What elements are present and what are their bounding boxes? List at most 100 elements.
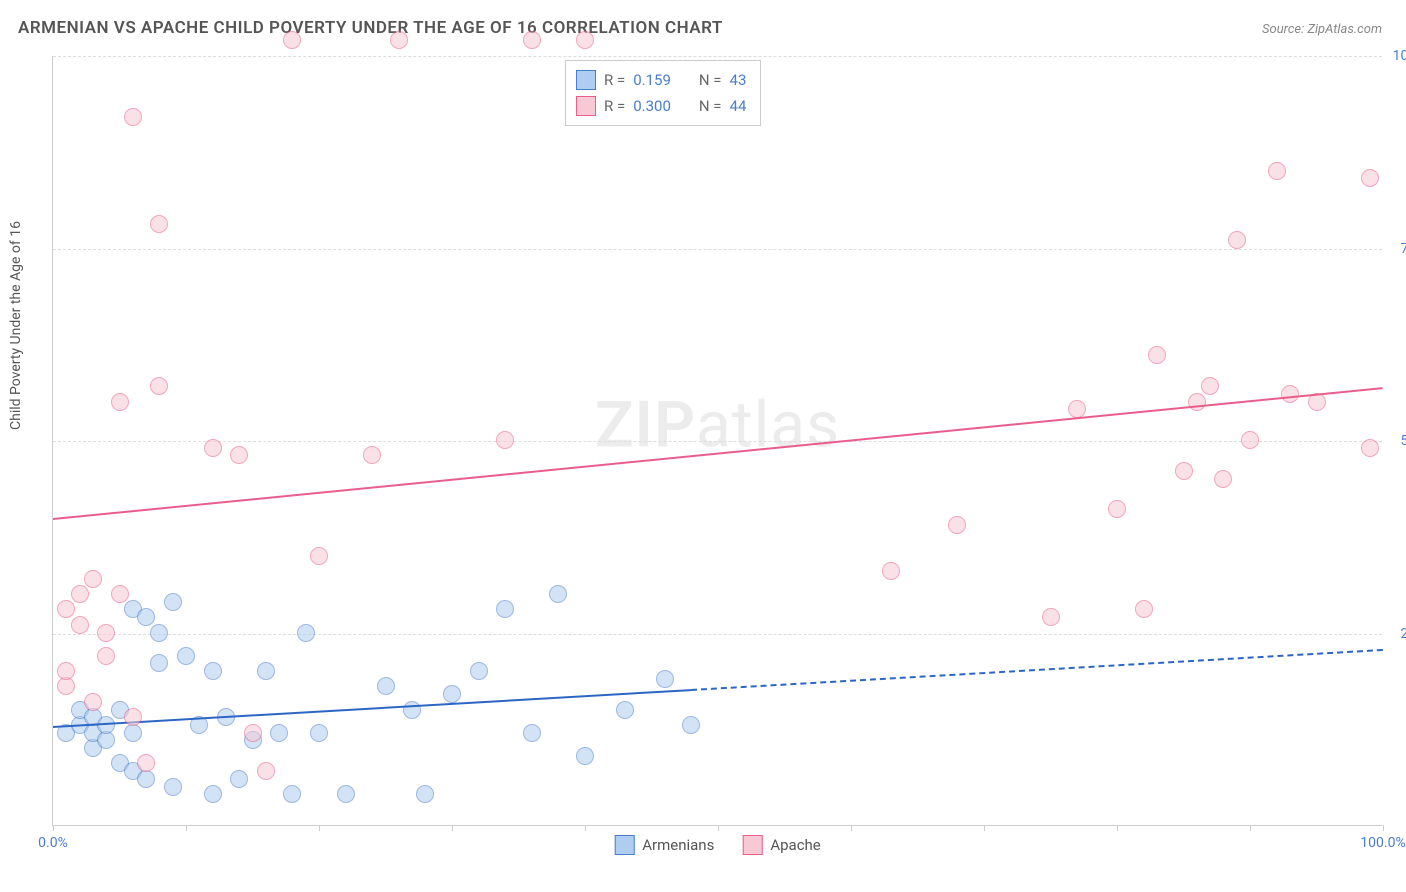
data-point — [150, 215, 168, 233]
n-value: 43 — [730, 71, 747, 89]
data-point — [204, 439, 222, 457]
data-point — [230, 446, 248, 464]
trend-line — [53, 689, 692, 728]
data-point — [270, 724, 288, 742]
data-point — [1042, 608, 1060, 626]
data-point — [283, 31, 301, 49]
data-point — [297, 624, 315, 642]
r-label: R = — [604, 97, 625, 115]
data-point — [523, 724, 541, 742]
series-legend: Armenians Apache — [614, 835, 821, 855]
data-point — [496, 431, 514, 449]
legend-row: R =0.159N =43 — [576, 67, 746, 93]
source-attribution: Source: ZipAtlas.com — [1262, 22, 1382, 37]
series-label: Apache — [770, 836, 820, 854]
legend-swatch — [742, 835, 762, 855]
correlation-legend: R =0.159N =43R =0.300N =44 — [565, 60, 761, 126]
x-tick — [319, 825, 320, 831]
x-tick-label: 100.0% — [1360, 835, 1405, 851]
data-point — [204, 785, 222, 803]
x-tick — [718, 825, 719, 831]
watermark: ZIPatlas — [595, 388, 840, 463]
data-point — [310, 724, 328, 742]
x-tick — [585, 825, 586, 831]
data-point — [124, 708, 142, 726]
data-point — [576, 747, 594, 765]
x-tick — [186, 825, 187, 831]
legend-swatch — [576, 96, 596, 116]
data-point — [363, 446, 381, 464]
data-point — [164, 593, 182, 611]
gridline — [53, 441, 1382, 442]
data-point — [470, 662, 488, 680]
gridline — [53, 634, 1382, 635]
data-point — [1228, 231, 1246, 249]
data-point — [882, 562, 900, 580]
chart-title: ARMENIAN VS APACHE CHILD POVERTY UNDER T… — [18, 18, 723, 38]
x-tick — [1383, 825, 1384, 831]
data-point — [1201, 377, 1219, 395]
data-point — [244, 724, 262, 742]
data-point — [1361, 439, 1379, 457]
series-legend-item: Armenians — [614, 835, 714, 855]
data-point — [177, 647, 195, 665]
x-tick — [53, 825, 54, 831]
data-point — [137, 754, 155, 772]
y-tick-label: 25.0% — [1400, 626, 1406, 642]
data-point — [496, 600, 514, 618]
source-link[interactable]: ZipAtlas.com — [1307, 22, 1382, 37]
data-point — [111, 585, 129, 603]
data-point — [576, 31, 594, 49]
data-point — [97, 624, 115, 642]
data-point — [111, 393, 129, 411]
legend-swatch — [614, 835, 634, 855]
data-point — [549, 585, 567, 603]
data-point — [137, 608, 155, 626]
gridline — [53, 56, 1382, 57]
source-label: Source: — [1262, 22, 1304, 37]
y-tick-label: 100.0% — [1393, 48, 1406, 64]
data-point — [97, 647, 115, 665]
watermark-atlas: atlas — [696, 388, 840, 463]
y-tick-label: 50.0% — [1400, 433, 1406, 449]
data-point — [150, 654, 168, 672]
data-point — [71, 616, 89, 634]
data-point — [403, 701, 421, 719]
r-value: 0.159 — [633, 71, 671, 89]
chart-plot-area: ZIPatlas R =0.159N =43R =0.300N =44 Arme… — [52, 56, 1382, 826]
data-point — [97, 731, 115, 749]
data-point — [150, 624, 168, 642]
trend-line — [53, 387, 1383, 520]
data-point — [1135, 600, 1153, 618]
x-tick — [452, 825, 453, 831]
data-point — [656, 670, 674, 688]
data-point — [948, 516, 966, 534]
data-point — [124, 108, 142, 126]
data-point — [682, 716, 700, 734]
data-point — [57, 600, 75, 618]
gridline — [53, 249, 1382, 250]
series-label: Armenians — [642, 836, 714, 854]
data-point — [390, 31, 408, 49]
data-point — [523, 31, 541, 49]
data-point — [71, 585, 89, 603]
data-point — [1281, 385, 1299, 403]
data-point — [124, 724, 142, 742]
data-point — [164, 778, 182, 796]
data-point — [1108, 500, 1126, 518]
x-tick — [1250, 825, 1251, 831]
data-point — [257, 762, 275, 780]
data-point — [1361, 169, 1379, 187]
data-point — [84, 693, 102, 711]
trend-line — [691, 649, 1383, 691]
n-value: 44 — [730, 97, 747, 115]
series-legend-item: Apache — [742, 835, 820, 855]
data-point — [150, 377, 168, 395]
data-point — [57, 677, 75, 695]
y-tick-label: 75.0% — [1400, 241, 1406, 257]
n-label: N = — [699, 71, 722, 89]
data-point — [230, 770, 248, 788]
data-point — [377, 677, 395, 695]
y-axis-label: Child Poverty Under the Age of 16 — [8, 221, 24, 430]
legend-swatch — [576, 70, 596, 90]
